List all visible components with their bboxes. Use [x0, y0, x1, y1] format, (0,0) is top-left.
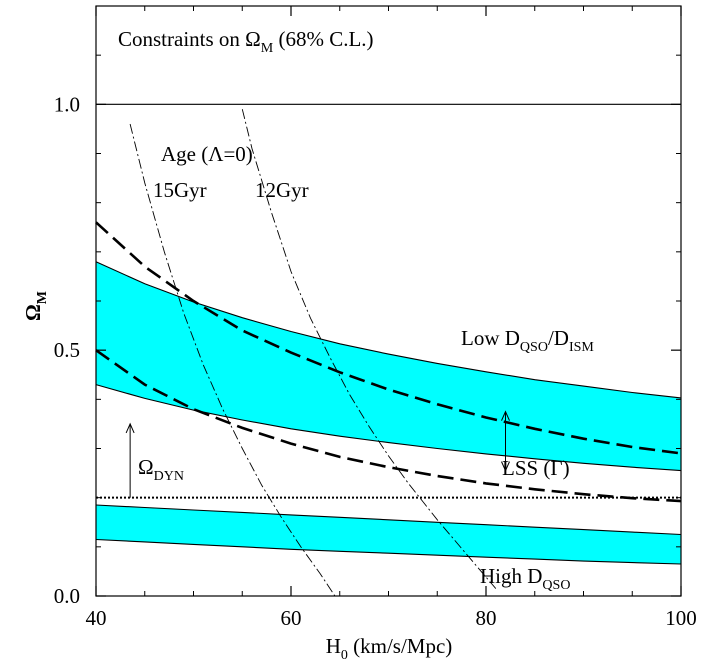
- annotation-low-dqso-dism: Low DQSO/DISM: [461, 326, 594, 355]
- x-tick-label: 100: [665, 606, 697, 630]
- band-high-dqso: [96, 505, 681, 564]
- series-dashed-lower: [95, 349, 682, 503]
- x-tick-label: 60: [281, 606, 302, 630]
- series-age-15gyr: [129, 123, 336, 597]
- curves: [95, 109, 682, 597]
- bands: [95, 261, 682, 565]
- series-dashed-upper: [95, 221, 682, 455]
- annotation-age: Age (Λ=0): [161, 142, 253, 166]
- y-tick-label: 0.5: [54, 338, 80, 362]
- arrow-dyn-arrow-head: [125, 422, 135, 434]
- x-tick-label: 80: [476, 606, 497, 630]
- series-age-12gyr: [241, 109, 497, 589]
- ticks: 40 60 80 100 0.0 0.5 1.0: [54, 6, 697, 630]
- annotation-age-15gyr: 15Gyr: [153, 178, 207, 202]
- band-low-dqso-lower-edge: [95, 384, 682, 472]
- arrow-lss-arrow-tail-head: [501, 461, 510, 472]
- band-low-dqso: [96, 261, 681, 471]
- arrows: [125, 410, 510, 498]
- x-axis-label: H0 (km/s/Mpc): [326, 634, 453, 663]
- annotation-lss: LSS (Γ): [502, 456, 570, 480]
- y-tick-label: 1.0: [54, 92, 80, 116]
- y-axis-label: ΩM: [21, 291, 50, 321]
- band-high-dqso-upper-edge: [95, 504, 682, 536]
- annotation-high-dqso: High DQSO: [480, 564, 570, 593]
- arrow-lss-arrow-head: [501, 410, 510, 421]
- annotation-age-12gyr: 12Gyr: [255, 178, 309, 202]
- band-high-dqso-lower-edge: [95, 538, 682, 565]
- reference-lines: [96, 103, 681, 499]
- x-tick-label: 40: [86, 606, 107, 630]
- svg-text:ΩM: ΩM: [21, 291, 50, 321]
- y-tick-label: 0.0: [54, 584, 80, 608]
- annotation-omega-dyn: ΩDYN: [138, 455, 184, 484]
- chart-title: Constraints on ΩM (68% C.L.): [118, 27, 374, 56]
